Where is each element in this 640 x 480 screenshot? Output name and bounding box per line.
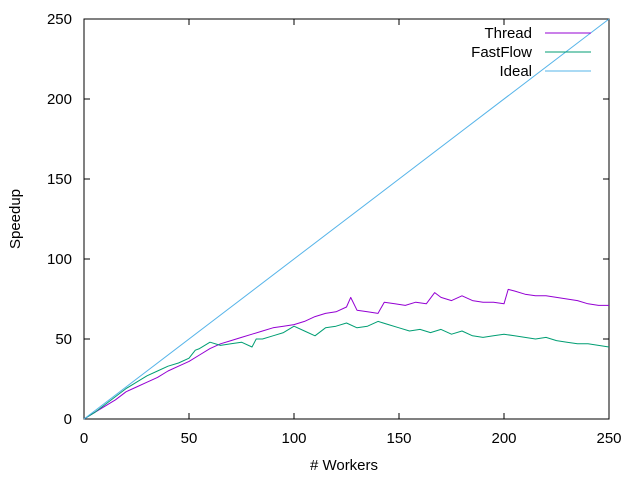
legend-label-fastflow: FastFlow [471,44,532,61]
plot-border [83,18,610,420]
y-tick-label: 50 [55,331,72,348]
x-tick-label: 150 [386,430,411,447]
x-tick-label: 200 [491,430,516,447]
legend: Thread FastFlow Ideal [471,25,591,80]
series-line-thread [83,288,609,420]
series-line-ideal [83,18,610,420]
y-tick-label: 200 [47,91,72,108]
x-axis-label: # Workers [310,457,378,474]
y-axis-label: Speedup [7,189,24,249]
x-tick-label: 0 [80,430,88,447]
x-tick-label: 250 [596,430,621,447]
series-line-fastflow [83,320,610,420]
x-tick-label: 100 [281,430,306,447]
y-tick-label: 100 [47,251,72,268]
legend-label-thread: Thread [484,25,532,42]
axis-ticks: 0 50 100 150 200 250 0 50 100 150 200 250 [47,11,622,447]
x-tick-label: 50 [181,430,198,447]
y-tick-label: 150 [47,171,72,188]
y-tick-label: 250 [47,11,72,28]
y-tick-label: 0 [64,411,72,428]
series-lines [83,18,610,420]
plot-frame [83,18,610,420]
legend-label-ideal: Ideal [499,63,532,80]
